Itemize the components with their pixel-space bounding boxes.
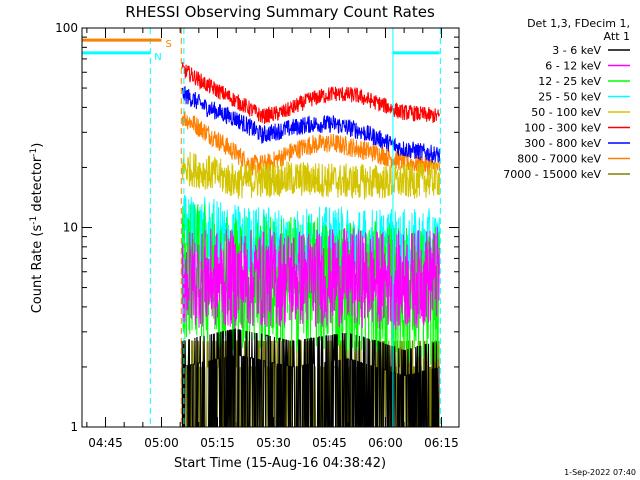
x-tick-label: 05:00 <box>144 436 179 450</box>
chart-title: RHESSI Observing Summary Count Rates <box>125 3 435 21</box>
x-tick-label: 06:15 <box>424 436 459 450</box>
x-tick-label: 05:30 <box>256 436 291 450</box>
x-tick-label: 06:00 <box>368 436 403 450</box>
series-line-8 <box>181 111 441 177</box>
y-tick-label: 100 <box>55 21 78 35</box>
series-line-5 <box>181 151 441 200</box>
y-axis-label: Count Rate (s-1 detector-1) <box>29 143 45 314</box>
legend: Det 1,3, FDecim 1, Att 1 3 - 6 keV 6 - 12… <box>503 17 630 181</box>
legend-label-5: 50 - 100 keV <box>531 106 601 119</box>
x-tick-label: 05:45 <box>312 436 347 450</box>
legend-label-4: 25 - 50 keV <box>538 91 601 104</box>
series-line-2 <box>181 226 441 330</box>
legend-label-3: 12 - 25 keV <box>538 75 601 88</box>
legend-header-line1: Det 1,3, FDecim 1, <box>527 17 630 30</box>
legend-label-2: 6 - 12 keV <box>545 60 601 73</box>
x-axis-label: Start Time (15-Aug-16 04:38:42) <box>174 456 386 471</box>
legend-label-7: 300 - 800 keV <box>524 137 601 150</box>
plot-area <box>82 28 441 427</box>
series-line-7 <box>181 86 441 165</box>
axes: 1 10 100 04:45 05:00 05:15 05:30 05:45 06:00 06:1… <box>55 21 459 450</box>
series-line-6 <box>181 61 441 125</box>
flag-label-n: N <box>154 52 161 63</box>
y-tick-label: 10 <box>63 221 78 235</box>
flag-label-s: S <box>166 39 172 50</box>
y-tick-label: 1 <box>70 420 78 434</box>
legend-header-line2: Att 1 <box>604 30 630 43</box>
legend-label-9: 7000 - 15000 keV <box>503 168 601 181</box>
series-line-1 <box>181 328 440 427</box>
legend-label-1: 3 - 6 keV <box>552 44 601 57</box>
legend-label-6: 100 - 300 keV <box>524 122 601 135</box>
legend-label-8: 800 - 7000 keV <box>517 153 601 166</box>
x-tick-label: 04:45 <box>88 436 123 450</box>
footer-date: 1-Sep-2022 07:40 <box>564 468 636 477</box>
x-tick-label: 05:15 <box>200 436 235 450</box>
